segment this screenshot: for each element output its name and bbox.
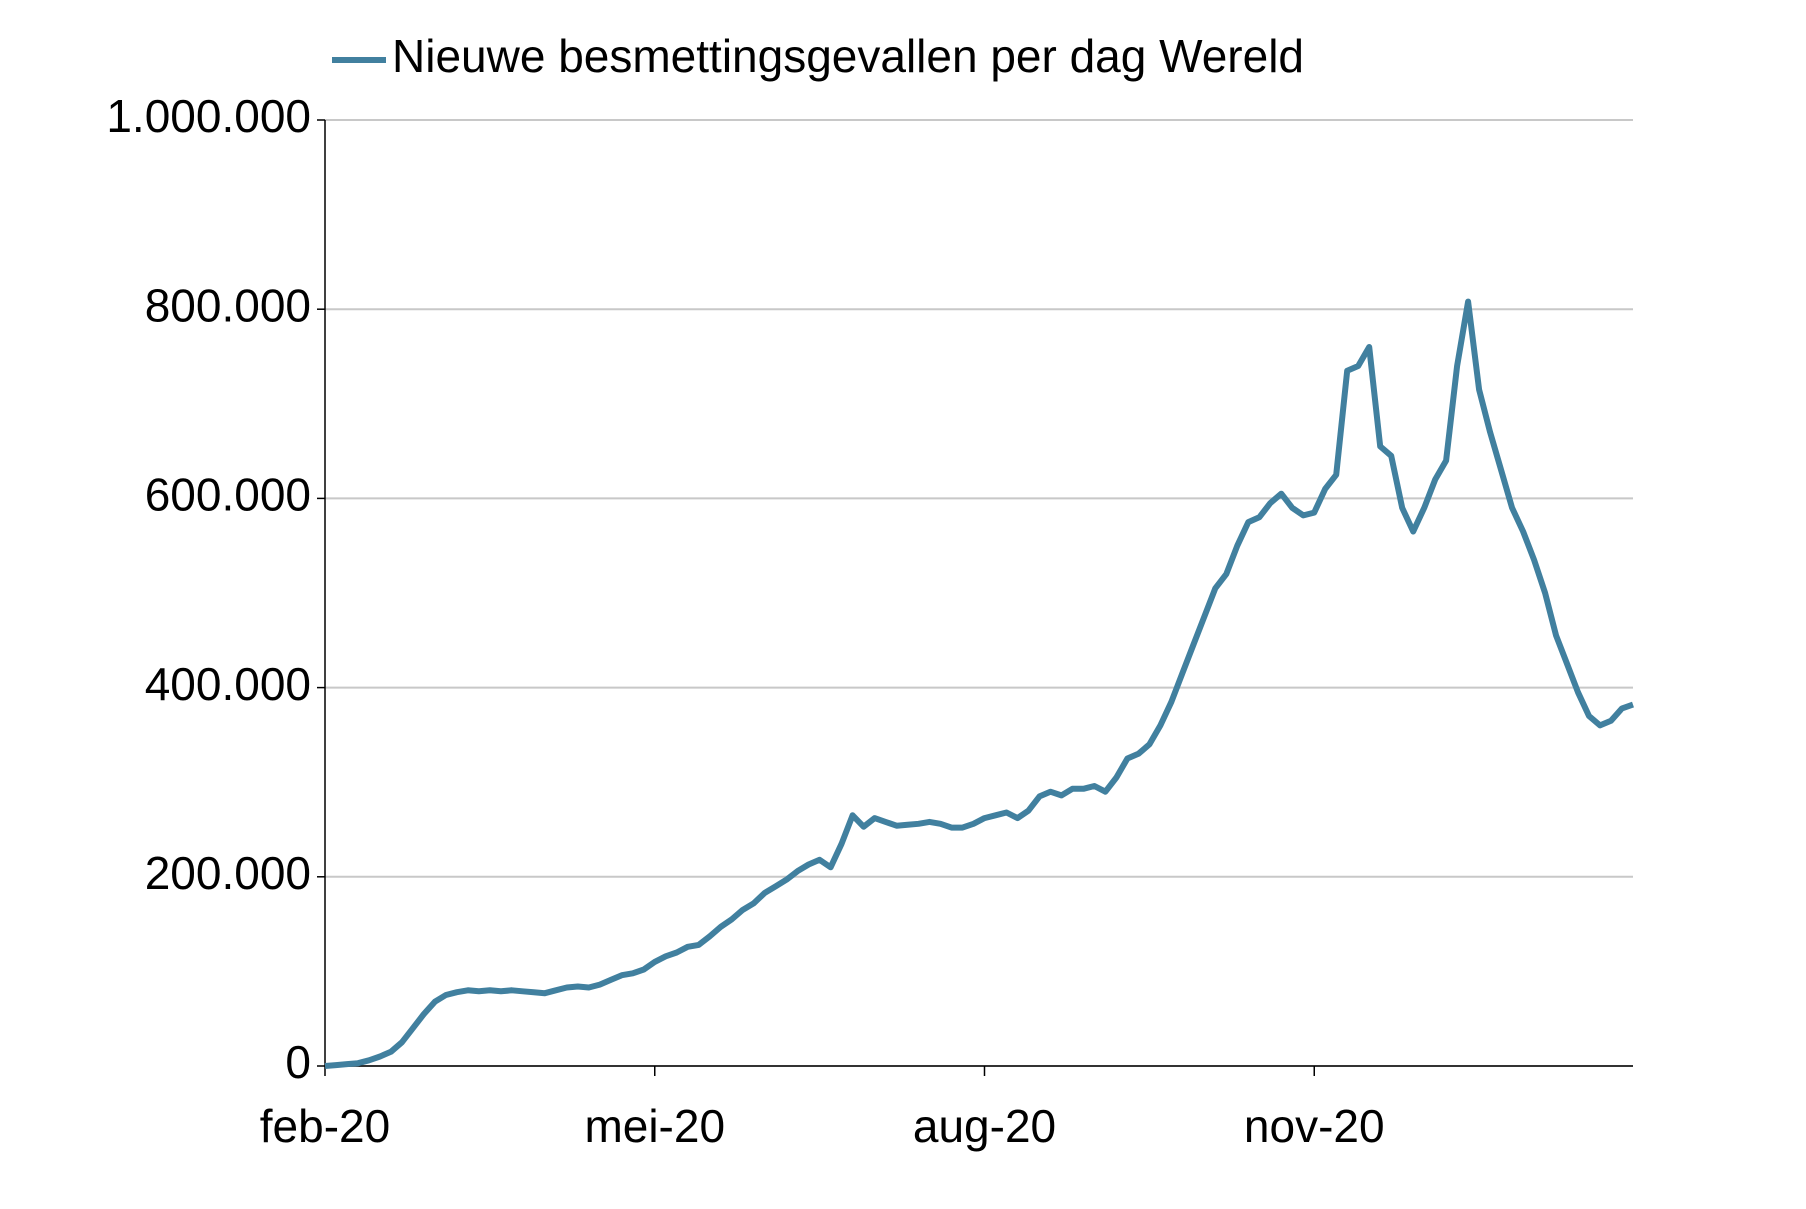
x-tick-label: nov-20 [1244,1100,1385,1152]
y-tick-label: 200.000 [145,847,311,899]
line [324,298,1634,1069]
y-tick-label: 0 [285,1036,311,1088]
y-tick-label: 600.000 [145,469,311,521]
x-tick-label: feb-20 [260,1100,390,1152]
y-tick-label: 400.000 [145,658,311,710]
y-tick-label: 1.000.000 [106,90,311,142]
x-tick-label: aug-20 [913,1100,1056,1152]
legend-label: Nieuwe besmettingsgevallen per dag Werel… [392,30,1304,82]
x-tick-label: mei-20 [584,1100,725,1152]
y-tick-label: 800.000 [145,279,311,331]
